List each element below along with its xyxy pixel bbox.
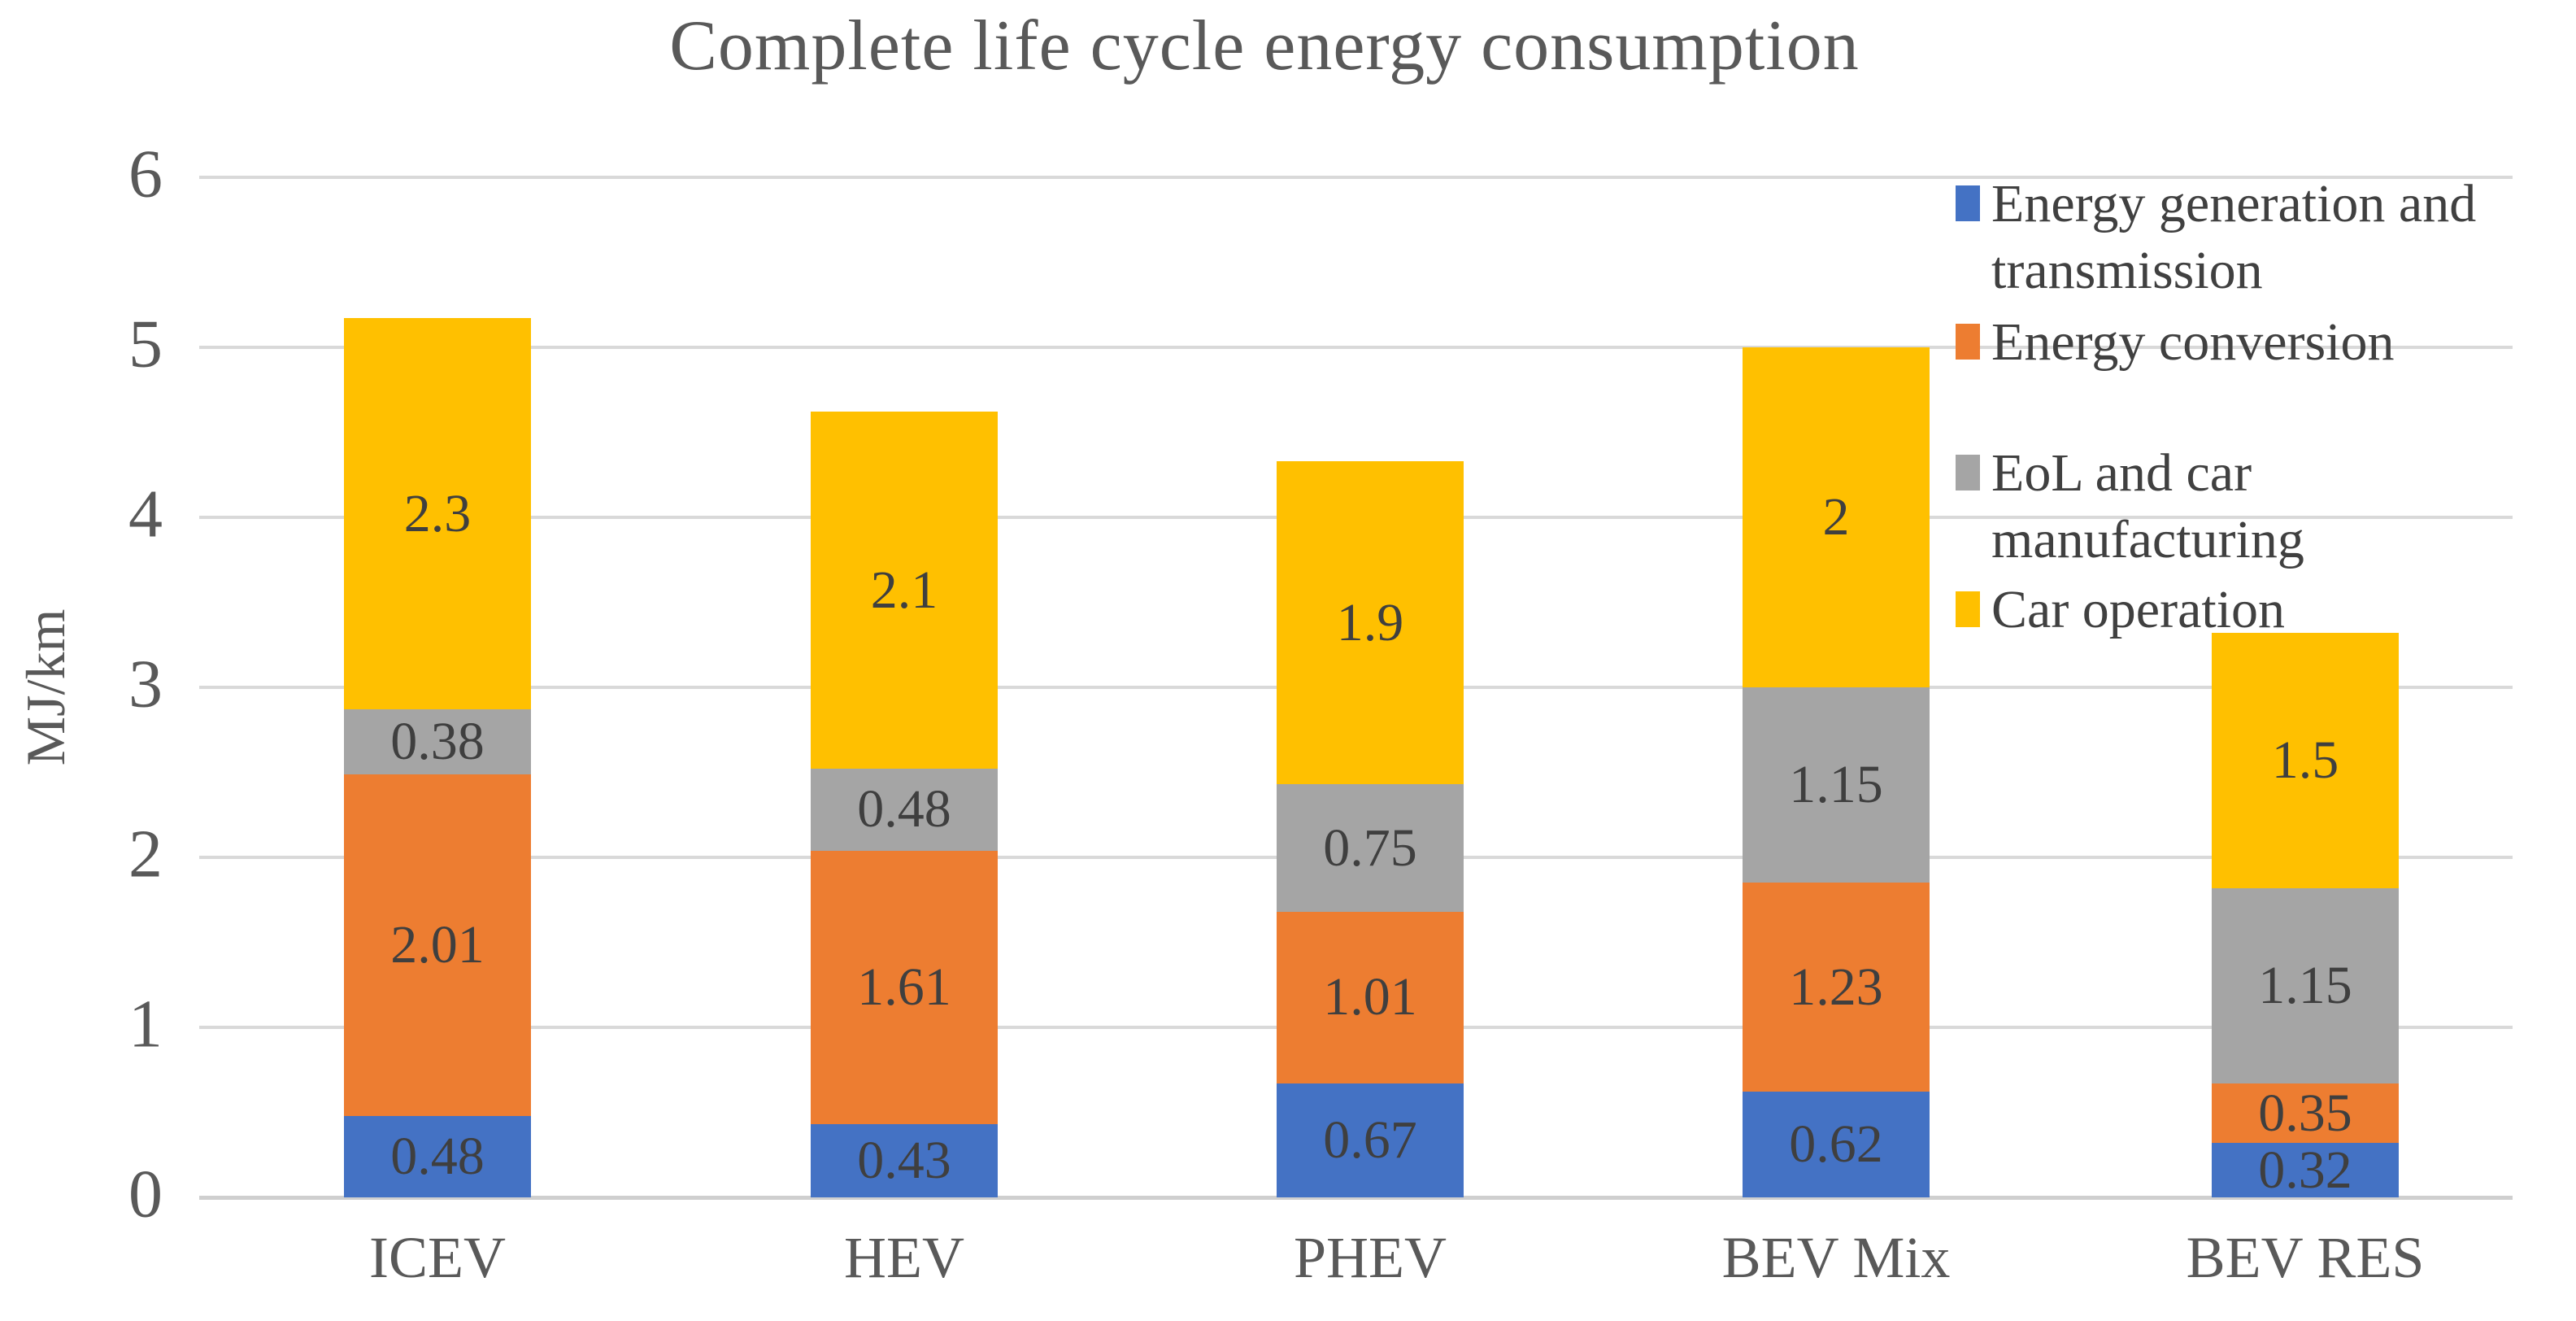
legend-item-label: Energy generation and transmission xyxy=(1991,174,2477,300)
bar-segment-bev-mix-energy-conversion xyxy=(1743,883,1930,1092)
bar-segment-icev-energy-conversion xyxy=(344,774,531,1116)
legend-item-label: EoL and car manufacturing xyxy=(1991,443,2304,569)
bar-segment-bev-mix-eol-and-car-manufacturing xyxy=(1743,687,1930,883)
data-label-hev-energy-conversion: 1.61 xyxy=(857,957,951,1017)
bar-segment-bev-res-eol-and-car-manufacturing xyxy=(2212,887,2399,1083)
x-tick-label-phev: PHEV xyxy=(1293,1225,1447,1290)
bar-segment-icev-energy-generation-and-transmission xyxy=(344,1115,531,1197)
legend-item-car-operation: Car operation xyxy=(1956,577,2574,643)
bar-segment-hev-eol-and-car-manufacturing xyxy=(811,769,998,851)
y-tick-label-3: 3 xyxy=(128,646,163,722)
bar-segment-hev-car-operation xyxy=(811,412,998,769)
data-label-bev-res-eol-and-car-manufacturing: 1.15 xyxy=(2258,955,2352,1015)
data-label-bev-mix-eol-and-car-manufacturing: 1.15 xyxy=(1789,755,1883,815)
data-label-icev-eol-and-car-manufacturing: 0.38 xyxy=(390,711,485,771)
data-label-phev-car-operation: 1.9 xyxy=(1336,592,1404,652)
bar-segment-bev-mix-energy-generation-and-transmission xyxy=(1743,1092,1930,1197)
x-tick-label-bev-mix: BEV Mix xyxy=(1721,1225,1951,1290)
bar-segment-bev-mix-car-operation xyxy=(1743,347,1930,687)
y-tick-label-4: 4 xyxy=(128,476,163,552)
x-tick-label-bev-res: BEV RES xyxy=(2186,1225,2425,1290)
bar-segment-bev-res-car-operation xyxy=(2212,633,2399,888)
x-tick-label-hev: HEV xyxy=(844,1225,964,1290)
data-label-bev-res-energy-conversion: 0.35 xyxy=(2258,1083,2352,1143)
data-label-icev-energy-conversion: 2.01 xyxy=(390,914,485,974)
legend-item-eol-and-car-manufacturing: EoL and car manufacturing xyxy=(1956,440,2574,573)
bar-segment-phev-energy-generation-and-transmission xyxy=(1277,1083,1464,1197)
bar-segment-phev-car-operation xyxy=(1277,461,1464,785)
y-tick-label-0: 0 xyxy=(128,1156,163,1232)
bar-segment-icev-car-operation xyxy=(344,318,531,710)
y-tick-label-1: 1 xyxy=(128,986,163,1062)
legend-item-energy-generation-and-transmission: Energy generation and transmission xyxy=(1956,171,2574,304)
gridline-5 xyxy=(199,346,2513,349)
bar-segment-hev-energy-generation-and-transmission xyxy=(811,1124,998,1197)
data-label-icev-car-operation: 2.3 xyxy=(403,483,472,543)
data-label-hev-energy-generation-and-transmission: 0.43 xyxy=(857,1131,951,1191)
bar-segment-phev-eol-and-car-manufacturing xyxy=(1277,784,1464,912)
data-label-phev-energy-generation-and-transmission: 0.67 xyxy=(1323,1110,1417,1170)
legend-swatch-icon xyxy=(1956,324,1980,360)
data-label-icev-energy-generation-and-transmission: 0.48 xyxy=(390,1126,485,1186)
legend-swatch-icon xyxy=(1956,591,1980,627)
chart-title: Complete life cycle energy consumption xyxy=(669,7,1860,85)
legend-item-label: Car operation xyxy=(1991,580,2286,639)
gridline-6 xyxy=(199,176,2513,179)
data-label-phev-energy-conversion: 1.01 xyxy=(1323,967,1417,1027)
bar-segment-hev-energy-conversion xyxy=(811,850,998,1125)
data-label-phev-eol-and-car-manufacturing: 0.75 xyxy=(1323,817,1417,878)
data-label-hev-car-operation: 2.1 xyxy=(870,560,938,620)
data-label-bev-mix-energy-generation-and-transmission: 0.62 xyxy=(1789,1114,1883,1175)
data-label-bev-mix-energy-conversion: 1.23 xyxy=(1789,957,1883,1017)
legend-swatch-icon xyxy=(1956,455,1980,490)
bar-segment-bev-res-energy-conversion xyxy=(2212,1083,2399,1144)
data-label-bev-mix-car-operation: 2 xyxy=(1822,487,1850,547)
x-axis-line xyxy=(199,1196,2513,1200)
y-tick-label-2: 2 xyxy=(128,816,163,892)
bar-segment-icev-eol-and-car-manufacturing xyxy=(344,709,531,774)
y-tick-label-6: 6 xyxy=(128,136,163,212)
bar-segment-bev-res-energy-generation-and-transmission xyxy=(2212,1143,2399,1197)
legend-swatch-icon xyxy=(1956,185,1980,221)
data-label-bev-res-car-operation: 1.5 xyxy=(2271,730,2339,790)
bar-segment-phev-energy-conversion xyxy=(1277,911,1464,1083)
legend-item-energy-conversion: Energy conversion xyxy=(1956,309,2574,376)
data-label-hev-eol-and-car-manufacturing: 0.48 xyxy=(857,779,951,839)
x-tick-label-icev: ICEV xyxy=(369,1225,506,1290)
data-label-bev-res-energy-generation-and-transmission: 0.32 xyxy=(2258,1140,2352,1200)
legend-item-label: Energy conversion xyxy=(1991,312,2395,372)
y-tick-label-5: 5 xyxy=(128,306,163,382)
